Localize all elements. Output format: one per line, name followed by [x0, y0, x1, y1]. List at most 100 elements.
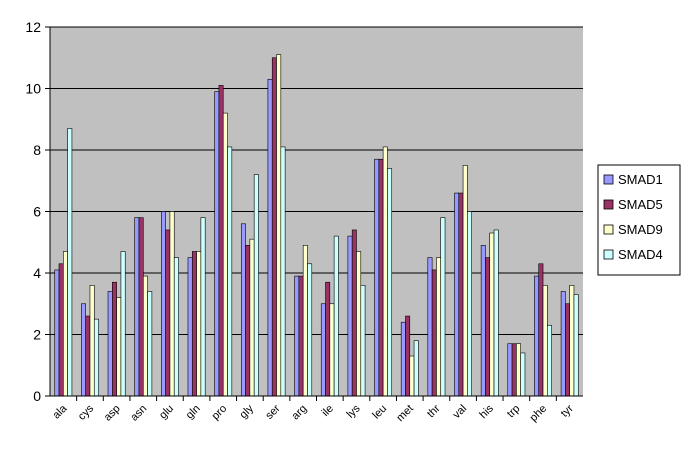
y-tick-label: 10 [25, 81, 41, 97]
legend-label-smad1: SMAD1 [618, 172, 663, 187]
bar-smad4-ile [333, 235, 339, 397]
bar-smad5-glu [165, 229, 171, 397]
bar-smad5-pro [218, 85, 224, 397]
x-tick-label: cys [76, 402, 97, 423]
y-tick-labels: 0 2 4 6 8 10 12 [25, 19, 50, 404]
bar-smad4-asp [120, 251, 126, 397]
y-tick-label: 2 [33, 327, 41, 343]
bar-smad9-phe [542, 284, 548, 397]
bar-smad9-his [489, 232, 495, 397]
bar-smad9-val [462, 165, 468, 397]
legend: SMAD1 SMAD5 SMAD9 SMAD4 [597, 164, 681, 276]
bar-smad4-gln [200, 217, 206, 397]
bar-smad1-lys [347, 235, 353, 397]
y-tick-label: 6 [33, 204, 41, 220]
bar-smad1-phe [534, 275, 540, 397]
bar-smad4-met [413, 340, 419, 397]
bar-smad9-tyr [569, 284, 575, 397]
x-tick-label: asn [128, 403, 149, 424]
bar-smad1-arg [294, 275, 300, 397]
bar-smad4-val [467, 211, 472, 397]
bar-smad9-pro [222, 112, 228, 397]
legend-swatch-smad4 [603, 249, 614, 260]
bar-smad9-asn [142, 275, 148, 397]
bar-smad5-lys [351, 229, 357, 397]
bar-smad4-phe [547, 324, 552, 397]
bar-smad9-thr [436, 257, 442, 397]
bar-smad1-cys [81, 303, 86, 397]
x-tick-label: met [394, 403, 415, 424]
legend-label-smad9: SMAD9 [618, 222, 663, 237]
x-tick-label: asp [102, 403, 123, 424]
bar-smad4-gly [253, 174, 259, 397]
bar-smad9-glu [169, 211, 175, 397]
bar-smad4-lys [360, 284, 366, 397]
bar-smad1-gly [240, 223, 246, 397]
bar-smad4-cys [93, 318, 99, 397]
bar-smad1-ala [54, 269, 60, 397]
legend-label-smad5: SMAD5 [618, 197, 663, 212]
y-tick-label: 0 [33, 388, 41, 404]
bars [54, 54, 579, 397]
x-tick-label: glu [157, 403, 176, 422]
bar-smad4-trp [520, 352, 526, 397]
bar-smad9-cys [89, 284, 95, 397]
legend-swatch-smad1 [603, 174, 614, 185]
bar-smad5-asn [138, 217, 144, 397]
bar-smad9-arg [302, 245, 308, 397]
bar-smad1-gln [187, 257, 193, 397]
bar-smad1-pro [214, 91, 220, 397]
bar-smad9-ile [329, 303, 335, 397]
bar-smad5-ala [58, 263, 64, 397]
bar-smad1-glu [161, 211, 166, 397]
bar-smad4-his [493, 229, 499, 397]
bar-smad4-leu [387, 168, 393, 397]
bar-smad5-cys [85, 315, 91, 397]
bar-smad1-asp [107, 291, 113, 397]
bar-smad5-ser [271, 57, 277, 397]
bar-smad4-thr [440, 217, 446, 397]
bar-smad5-leu [378, 158, 384, 397]
x-tick-label: phe [528, 403, 549, 424]
bar-smad9-gly [249, 238, 255, 397]
y-tick-label: 4 [33, 265, 41, 281]
bar-smad5-gln [191, 251, 197, 397]
bar-smad5-arg [298, 275, 304, 397]
bar-smad9-leu [382, 146, 388, 397]
bar-smad5-trp [511, 343, 517, 397]
bar-smad5-ile [325, 281, 331, 397]
x-tick-label: ser [263, 402, 283, 422]
x-tick-label: thr [425, 402, 443, 420]
x-tick-label: his [477, 402, 496, 421]
legend-label-smad4: SMAD4 [618, 247, 663, 262]
bar-smad5-tyr [565, 303, 570, 397]
bar-smad1-tyr [560, 291, 566, 397]
bar-smad1-ser [267, 78, 273, 397]
bar-smad9-lys [356, 251, 362, 397]
x-tick-label: ile [320, 403, 336, 419]
bar-smad5-val [458, 192, 464, 397]
bar-smad5-thr [431, 269, 437, 397]
bar-smad9-ala [63, 251, 68, 397]
bar-smad1-trp [507, 343, 513, 397]
legend-swatch-smad5 [603, 199, 614, 210]
x-tick-label: arg [290, 403, 310, 423]
x-tick-labels: ala cys asp asn glu gln pro gly ser arg ile lys leu m… [51, 396, 576, 424]
bar-smad1-thr [427, 257, 433, 397]
x-tick-label: gly [238, 402, 257, 421]
bar-smad1-ile [320, 303, 326, 397]
bar-smad5-met [405, 315, 411, 397]
bar-smad1-his [480, 245, 486, 397]
y-tick-label: 12 [25, 19, 41, 35]
y-tick-label: 8 [33, 142, 41, 158]
legend-swatch-smad9 [603, 224, 614, 235]
bar-smad9-trp [516, 343, 521, 397]
bar-smad4-glu [173, 257, 179, 397]
x-tick-label: lys [345, 402, 363, 420]
bar-smad5-asp [112, 281, 117, 397]
bar-smad1-met [400, 321, 406, 397]
bar-smad9-ser [276, 54, 282, 397]
bar-smad4-asn [147, 291, 153, 397]
bar-smad5-his [485, 257, 491, 397]
